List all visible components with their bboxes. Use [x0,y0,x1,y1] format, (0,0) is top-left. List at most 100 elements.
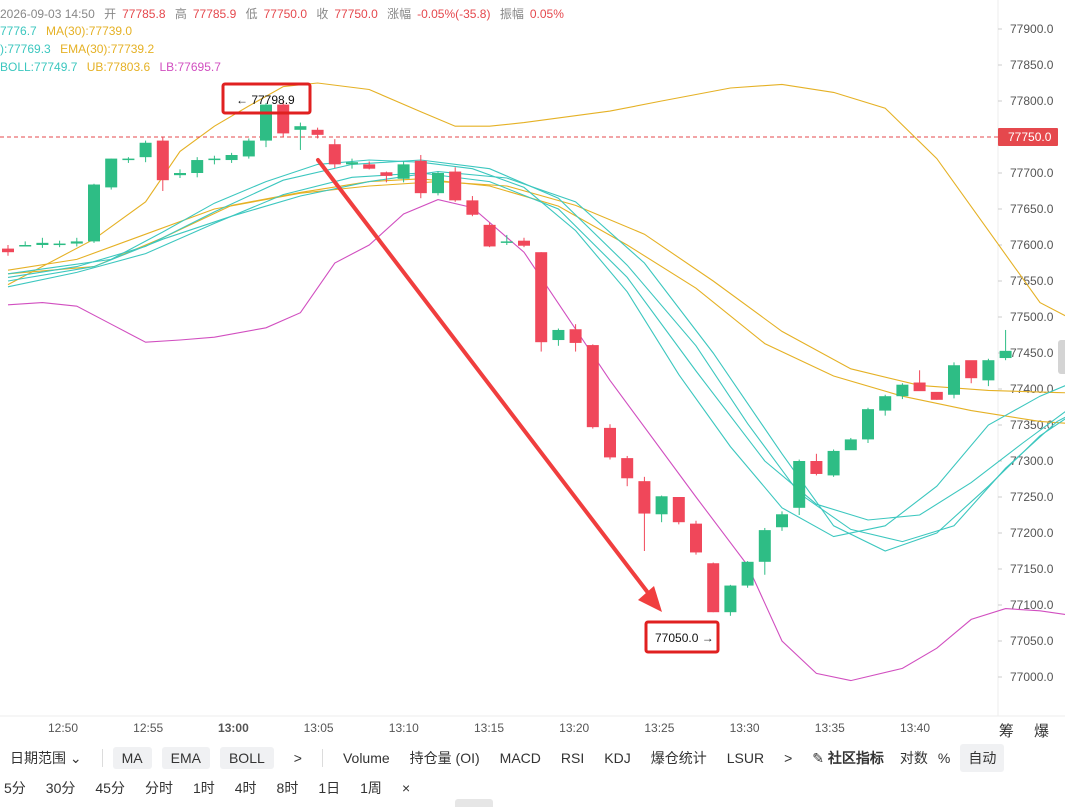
y-tick-label: 77900.0 [1010,22,1054,36]
high-marker-box [221,82,312,115]
candle-body [191,160,204,173]
chip-liquidation-label[interactable]: 筹 爆 [998,723,1057,740]
ma30-line [7,181,1065,394]
candle-body [518,240,530,246]
ma-fast-line [7,171,1065,552]
chevron-down-icon: ⌄ [69,750,82,766]
low-marker-box [644,620,720,654]
indicator-liquidation[interactable]: 爆仓统计 [650,750,707,766]
x-tick-label: 13:05 [304,721,334,735]
high-label: 高 [174,7,187,21]
community-indicators-button[interactable]: ✎ 社区指标 [802,748,894,768]
y-tick-label: 77250.0 [1010,490,1054,504]
y-tick-label: 77000.0 [1010,670,1054,684]
divider [101,749,103,767]
high-marker-label: ← 77798.9 [236,93,295,107]
candle-body [380,172,393,176]
interval-1w[interactable]: 1周 [360,780,382,796]
change-label: 涨幅 [387,7,412,21]
x-tick-label: 12:50 [48,721,78,735]
candle-body [999,350,1012,359]
kline-chart[interactable]: 77900.0 77850.0 77800.0 77750.0 77700.0 77650… [0,0,1065,740]
indicator-boll-pill[interactable]: BOLL [219,747,274,769]
ema-fast-line [7,159,1065,543]
x-tick-label: 13:00 [218,721,249,735]
indicator-ma-pill[interactable]: MA [112,747,152,769]
y-tick-label: 77100.0 [1010,598,1054,612]
high-value: 77785.9 [192,7,237,21]
side-panel-handle[interactable] [1058,340,1065,374]
candle-body [655,496,668,515]
x-tick-label: 13:20 [559,721,589,735]
candle-body [414,160,427,194]
candle-body [638,481,651,514]
close-icon[interactable]: × [401,780,411,796]
x-tick-label: 13:10 [389,721,419,735]
candle-body [156,140,169,181]
date-range-dropdown[interactable]: 日期范围 ⌄ [0,748,92,768]
percent-scale-button[interactable]: % [937,750,951,766]
interval-30m[interactable]: 30分 [45,780,76,796]
interval-1d[interactable]: 1日 [318,780,341,796]
y-tick-label: 77600.0 [1010,238,1054,252]
candle-body [208,158,221,161]
candle-body [535,252,548,343]
interval-8h[interactable]: 8时 [276,780,299,796]
boll-mid-line [7,172,1065,521]
x-tick-label: 13:35 [815,721,845,735]
candle-body [174,173,186,176]
indicator-volume[interactable]: Volume [342,750,390,766]
y-tick-label: 77650.0 [1010,202,1054,216]
edit-icon: ✎ [812,750,824,766]
indicator-oi[interactable]: 持仓量 (OI) [409,750,480,766]
indicator-lsur[interactable]: LSUR [726,750,765,766]
candle-body [311,129,324,135]
interval-4h[interactable]: 4时 [234,780,257,796]
ub-value: UB:77803.6 [86,60,151,74]
x-tick-label: 13:15 [474,721,504,735]
interval-45m[interactable]: 45分 [95,780,125,796]
chevron-right-icon[interactable]: > [784,750,793,766]
indicator-kdj[interactable]: KDJ [604,750,631,766]
indicator-ema-pill[interactable]: EMA [161,747,210,769]
indicator-macd[interactable]: MACD [499,750,541,766]
y-tick-label: 77850.0 [1010,58,1054,72]
interval-1h[interactable]: 1时 [192,780,215,796]
candle-body [672,497,685,523]
low-marker-label: 77050.0 → [655,631,714,645]
candle-body [277,104,290,134]
chevron-right-icon[interactable]: > [293,750,302,766]
date-range-label: 日期范围 [10,750,66,766]
ema30-line [7,178,1065,424]
candle-body [569,329,582,343]
change-value: -0.05%(-35.8) [417,7,491,21]
candle-body [2,248,14,253]
y-tick-label: 77150.0 [1010,562,1054,576]
ema30-value: EMA(30):77739.2 [60,42,155,56]
indicator-rsi[interactable]: RSI [560,750,585,766]
candle-body [948,365,960,395]
candle-body [586,345,599,428]
y-tick-label: 77400.0 [1010,382,1054,396]
candle-body [776,514,788,528]
candle-body [707,563,720,613]
resize-handle[interactable] [455,799,493,807]
log-scale-button[interactable]: 对数 [899,750,928,766]
candle-body [810,461,823,474]
candle-body [483,224,496,247]
interval-5m[interactable]: 5分 [4,780,26,796]
trend-arrow [316,158,654,600]
y-tick-label: 77500.0 [1010,310,1054,324]
candle-body [19,245,32,247]
candle-body [260,104,272,141]
low-value: 77750.0 [263,7,307,21]
y-tick-label: 77700.0 [1010,166,1054,180]
candle-body [741,561,754,586]
interval-timeline[interactable]: 分时 [144,780,173,796]
indicator-toolbar: 日期范围 ⌄ MA EMA BOLL > Volume 持仓量 (OI) MAC… [0,742,1065,774]
y-tick-label: 77300.0 [1010,454,1054,468]
candle-body [432,173,444,194]
auto-scale-button[interactable]: 自动 [960,744,1005,772]
interval-toolbar: 5分 30分 45分 分时 1时 4时 8时 1日 1周 × [0,774,1059,802]
ma30-value: MA(30):77739.0 [46,24,133,38]
